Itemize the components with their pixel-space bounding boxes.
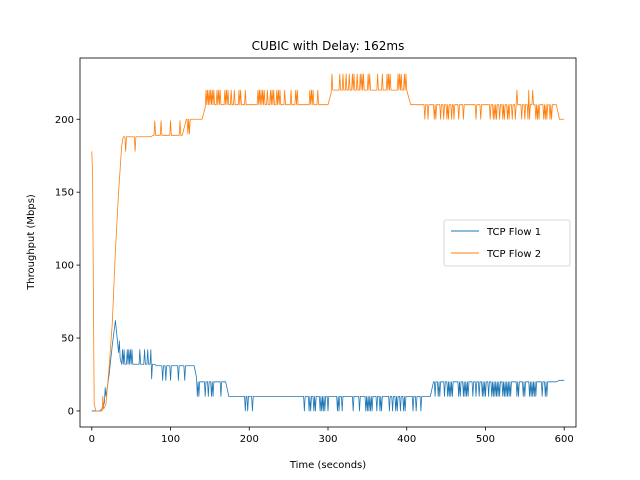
x-tick-label: 200 bbox=[240, 434, 259, 445]
series-line-tcp-flow-2 bbox=[91, 73, 565, 412]
x-tick-label: 500 bbox=[476, 434, 495, 445]
y-tick-label: 0 bbox=[68, 406, 74, 417]
legend-label-tcp-flow-1: TCP Flow 1 bbox=[486, 227, 541, 238]
x-axis: 0 100 200 300 400 500 600 bbox=[89, 427, 574, 445]
x-tick-label: 100 bbox=[161, 434, 180, 445]
y-tick-label: 150 bbox=[55, 188, 74, 199]
y-axis-label: Throughput (Mbps) bbox=[26, 194, 37, 291]
series-layer bbox=[91, 73, 565, 412]
x-axis-label: Time (seconds) bbox=[289, 460, 366, 471]
y-tick-label: 200 bbox=[55, 115, 74, 126]
x-tick-label: 0 bbox=[89, 434, 95, 445]
y-tick-label: 50 bbox=[61, 334, 74, 345]
chart-title: CUBIC with Delay: 162ms bbox=[252, 39, 405, 53]
y-tick-label: 100 bbox=[55, 261, 74, 272]
legend-label-tcp-flow-2: TCP Flow 2 bbox=[486, 249, 541, 260]
legend: TCP Flow 1 TCP Flow 2 bbox=[443, 219, 571, 267]
y-axis: 0 50 100 150 200 bbox=[55, 115, 80, 417]
x-tick-label: 400 bbox=[397, 434, 416, 445]
series-line-tcp-flow-1 bbox=[91, 320, 565, 412]
x-tick-label: 300 bbox=[318, 434, 337, 445]
x-tick-label: 600 bbox=[555, 434, 574, 445]
